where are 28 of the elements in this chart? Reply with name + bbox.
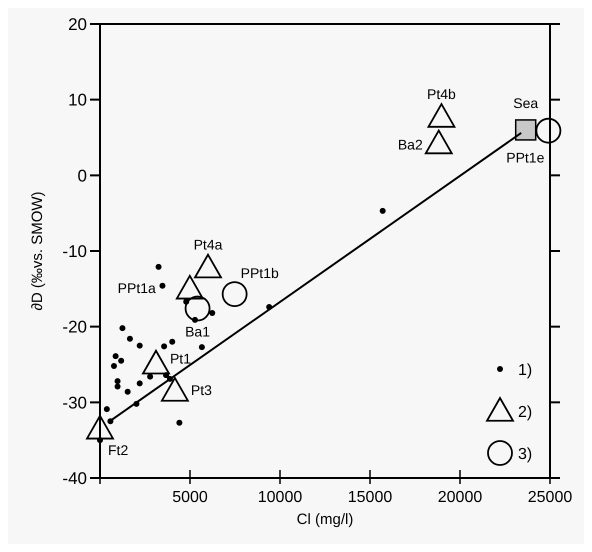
annotation: PPt1a (118, 280, 156, 296)
y-tick-label: 20 (68, 15, 87, 34)
annotation: Pt4a (194, 236, 223, 253)
y-tick-label: -20 (62, 318, 87, 337)
x-tick-label: 20000 (438, 489, 482, 506)
x-axis-title: Cl (mg/l) (296, 511, 354, 528)
y-tick-label: -30 (62, 393, 87, 412)
y-tick-label: -40 (62, 469, 87, 488)
annotation: Ft2 (108, 442, 128, 458)
annotation: PPt1b (240, 265, 279, 282)
y-tick-label: 0 (78, 166, 87, 186)
annotation: PPt1e (506, 150, 545, 166)
annotation: Pt4b (427, 86, 456, 102)
x-tick-label: 15000 (348, 489, 392, 506)
annotation: Sea (513, 94, 538, 111)
annotation: Pt3 (190, 382, 212, 398)
y-tick-label: 10 (68, 90, 87, 110)
legend-label: 1) (518, 362, 532, 379)
legend-label: 2) (518, 404, 532, 421)
legend-label: 3) (518, 446, 532, 463)
y-tick-label: -10 (62, 242, 87, 261)
x-tick-label: 10000 (258, 489, 302, 506)
annotation: Ba2 (398, 136, 423, 153)
x-tick-label: 25000 (528, 489, 572, 506)
x-tick-label: 5000 (172, 489, 208, 506)
annotation: Ba1 (185, 324, 210, 340)
y-axis-title: ∂D (‰vs. SMOW) (29, 191, 46, 311)
annotation: Pt1 (170, 350, 192, 367)
